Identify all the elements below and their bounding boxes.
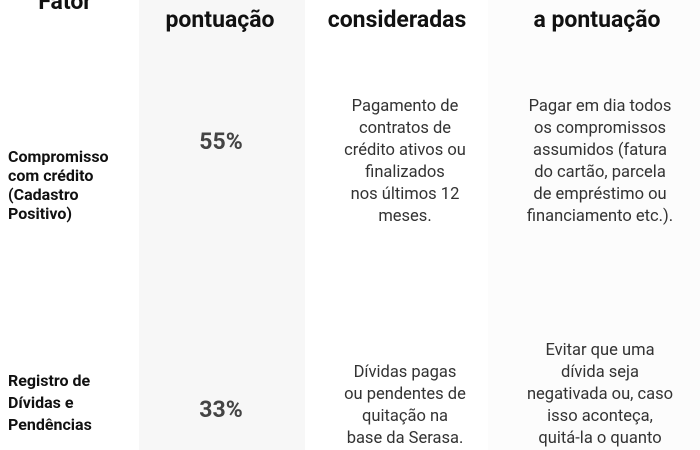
tip-text: Pagar em dia todos [528,97,672,116]
tip-text: financiamento etc.). [526,207,674,226]
info-text: Dívidas pagas [353,363,457,382]
factor-label: (Cadastro [8,185,79,204]
info-text: nos últimos 12 [350,185,460,204]
factor-label: Pendências [8,415,92,434]
header-cell: a pontuação [533,6,661,33]
factor-label: com crédito [8,166,94,185]
column-background [139,0,305,450]
tip-text: dívida seja [561,363,639,382]
weight: 55% [199,128,243,155]
tip-text: assumidos (fatura [532,141,668,160]
tip-text: Evitar que uma [545,341,655,360]
info-text: quitação na [361,407,449,426]
factor-label: Dívidas e [8,393,74,412]
info-text: contratos de [358,119,452,138]
tip-text: do cartão, parcela [534,163,666,182]
info-text: crédito ativos ou [344,141,466,160]
tip-text: quitá-la o quanto [538,429,662,448]
weight: 33% [199,396,243,423]
header-cell: consideradas [327,6,467,33]
info-text: finalizados [365,163,445,182]
factor-label: Registro de [8,371,91,390]
tip-text: de empréstimo ou [533,185,667,204]
factor-label: Positivo) [8,204,72,223]
column-background [488,0,700,450]
info-text: base da Serasa. [346,429,464,448]
factor-label: Compromisso [8,147,109,166]
header-cell: Fator [38,0,92,15]
header-cell: pontuação [165,6,275,33]
tip-text: isso aconteça, [547,407,653,426]
info-text: meses. [378,207,432,226]
info-text: Pagamento de [351,97,459,116]
tip-text: os compromissos [533,119,667,138]
tip-text: negativada ou, caso [526,385,674,404]
info-text: ou pendentes de [344,385,466,404]
